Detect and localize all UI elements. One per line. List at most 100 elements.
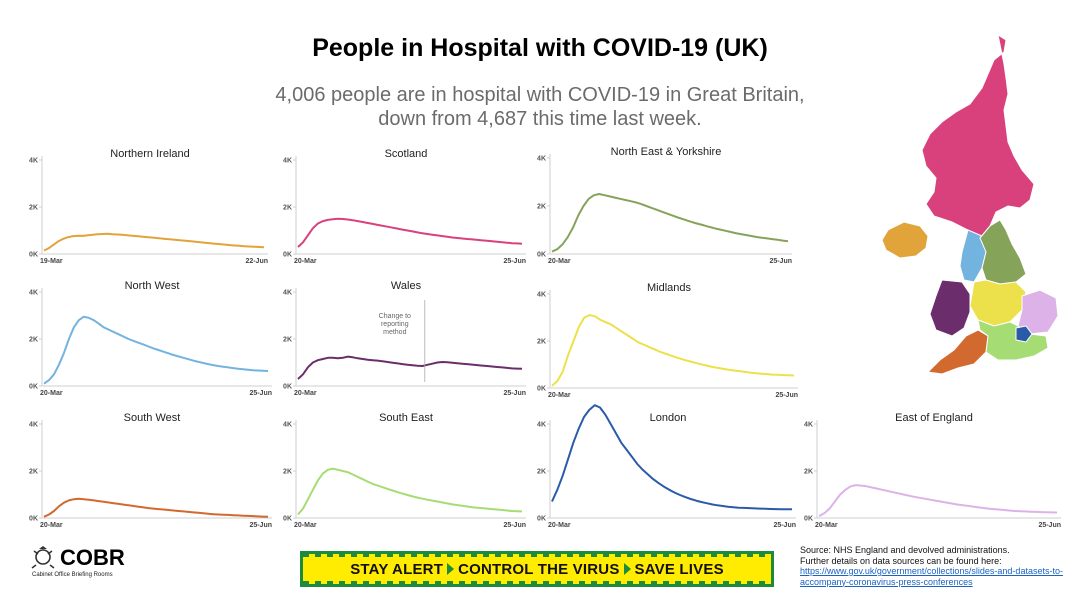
y-tick-label: 0K [283, 384, 292, 391]
series-line [818, 484, 1058, 517]
banner-text-2: CONTROL THE VIRUS [458, 560, 620, 578]
chart-south-west: South West 4K 2K 0K 20-Mar 25-Jun [29, 412, 274, 534]
y-tick-label: 2K [537, 339, 546, 346]
cobr-name: COBR [60, 545, 125, 570]
annotation-label: Change to reporting method [379, 313, 411, 336]
y-tick-label: 0K [537, 516, 546, 523]
chart-title: South East [379, 412, 433, 424]
x-end-label: 25-Jun [249, 522, 272, 529]
map-region-east-of-england [1017, 289, 1059, 335]
series-line [551, 404, 792, 511]
y-tick-label: 2K [29, 469, 38, 476]
royal-crest-icon [31, 546, 55, 569]
y-tick-label: 0K [283, 516, 292, 523]
y-tick-label: 4K [283, 158, 292, 165]
y-tick-label: 0K [29, 252, 38, 259]
chevron-right-icon [447, 563, 455, 575]
y-tick-label: 0K [804, 516, 813, 523]
x-start-label: 20-Mar [40, 522, 63, 529]
chart-north-west: North West 4K 2K 0K 20-Mar 25-Jun [29, 280, 274, 402]
y-tick-label: 4K [283, 290, 292, 297]
series-line [297, 217, 523, 248]
y-tick-label: 0K [29, 384, 38, 391]
x-end-label: 22-Jun [245, 258, 268, 265]
chart-north-east-yorkshire: North East & Yorkshire 4K 2K 0K 20-Mar 25-Ju… [537, 146, 794, 270]
x-start-label: 20-Mar [40, 390, 63, 397]
x-start-label: 19-Mar [40, 258, 63, 265]
y-tick-label: 2K [283, 337, 292, 344]
series-line [297, 467, 523, 516]
map-region-scotland [921, 33, 1035, 239]
x-end-label: 25-Jun [1038, 522, 1061, 529]
chart-south-east: South East 4K 2K 0K 20-Mar 25-Jun [283, 412, 528, 534]
x-end-label: 25-Jun [503, 390, 526, 397]
y-tick-label: 4K [537, 292, 546, 299]
chevron-right-icon [623, 563, 631, 575]
chart-northern-ireland: Northern Ireland 4K 2K 0K 19-Mar 22-Jun [29, 148, 270, 270]
source-line-1: Source: NHS England and devolved adminis… [800, 545, 1010, 555]
source-line-2: Further details on data sources can be f… [800, 555, 1002, 566]
x-start-label: 20-Mar [294, 522, 317, 529]
x-end-label: 25-Jun [773, 522, 796, 529]
map-region-south-east [977, 319, 1049, 361]
subtitle-line-2: down from 4,687 this time last week. [378, 108, 702, 130]
x-end-label: 25-Jun [775, 392, 798, 399]
chart-east-of-england: East of England 4K 2K 0K 20-Mar 25-Jun [804, 412, 1063, 534]
y-tick-label: 2K [29, 205, 38, 212]
series-line [43, 232, 265, 252]
y-tick-label: 0K [29, 516, 38, 523]
map-region-south-west [926, 329, 989, 375]
y-tick-label: 2K [537, 204, 546, 211]
x-start-label: 20-Mar [294, 390, 317, 397]
series-line [297, 355, 523, 380]
x-end-label: 25-Jun [503, 258, 526, 265]
chart-title: North East & Yorkshire [610, 146, 722, 158]
cobr-subtitle: Cabinet Office Briefing Rooms [32, 572, 113, 578]
series-line [551, 314, 795, 387]
x-start-label: 20-Mar [548, 258, 571, 265]
series-line [43, 315, 269, 385]
y-tick-label: 4K [29, 158, 38, 165]
y-tick-label: 0K [537, 386, 546, 393]
map-region-wales [929, 279, 971, 337]
series-line [43, 497, 269, 518]
chart-wales: Wales 4K 2K 0K 20-Mar 25-Jun Change to reporti… [283, 280, 528, 402]
y-tick-label: 4K [283, 422, 292, 429]
chart-title: Scotland [384, 148, 428, 160]
map-region-london [1015, 325, 1033, 343]
source-link[interactable]: https://www.gov.uk/government/collection… [800, 566, 1063, 587]
chart-title: Wales [390, 280, 422, 292]
x-end-label: 25-Jun [769, 258, 792, 265]
stay-alert-banner: STAY ALERT CONTROL THE VIRUS SAVE LIVES [300, 551, 774, 587]
x-end-label: 25-Jun [503, 522, 526, 529]
chart-title: South West [123, 412, 181, 424]
y-tick-label: 4K [537, 422, 546, 429]
y-tick-label: 2K [283, 205, 292, 212]
uk-regions-map [881, 33, 1059, 375]
y-tick-label: 2K [537, 469, 546, 476]
y-tick-label: 2K [804, 469, 813, 476]
y-tick-label: 0K [283, 252, 292, 259]
map-region-northern-ireland [881, 221, 929, 259]
y-tick-label: 0K [537, 252, 546, 259]
series-line [551, 193, 789, 253]
y-tick-label: 4K [537, 156, 546, 163]
chart-title: North West [124, 280, 180, 292]
x-start-label: 20-Mar [294, 258, 317, 265]
y-tick-label: 2K [283, 469, 292, 476]
banner-text-1: STAY ALERT [350, 560, 444, 578]
chart-title: London [649, 412, 687, 424]
subtitle-line-1: 4,006 people are in hospital with COVID-… [275, 84, 805, 106]
y-tick-label: 4K [29, 422, 38, 429]
cobr-logo: COBR Cabinet Office Briefing Rooms [30, 545, 180, 585]
map-region-north-east-yorkshire [979, 219, 1027, 285]
source-note: Source: NHS England and devolved adminis… [800, 545, 1075, 587]
